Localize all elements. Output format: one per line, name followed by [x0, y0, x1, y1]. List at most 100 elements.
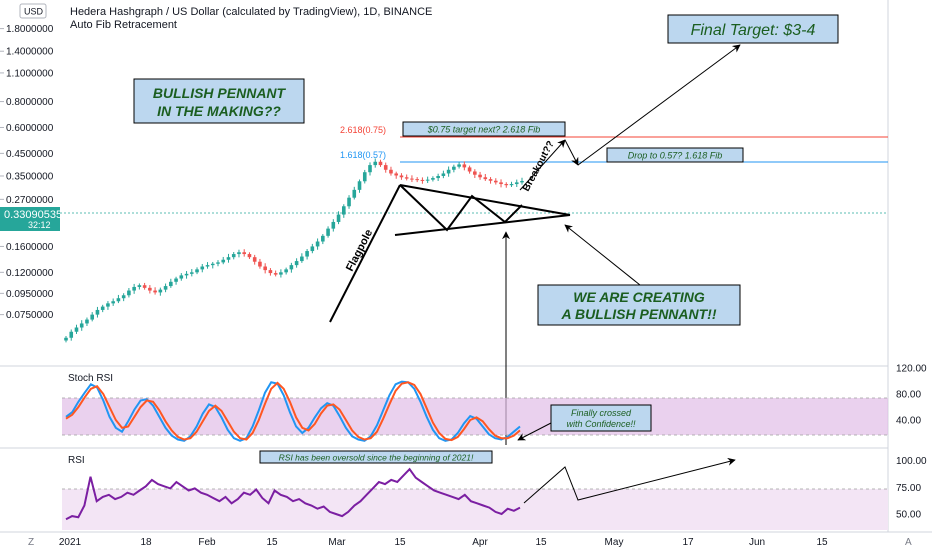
stoch-line-k	[65, 380, 521, 442]
stoch-tick-label: 40.00	[896, 416, 921, 427]
candle-body	[279, 272, 283, 275]
candle-body	[436, 175, 440, 179]
auto-scale-icon[interactable]: A	[905, 537, 912, 548]
candle-body	[504, 184, 509, 186]
candle-body	[106, 303, 110, 307]
note-text-line1: BULLISH PENNANT	[153, 85, 287, 101]
candle-body	[488, 179, 493, 181]
candle-body	[268, 270, 273, 274]
rsi-band	[62, 489, 888, 530]
time-axis: 2021 18 Feb 15 Mar 15 Apr 15 May 17 Jun 15	[59, 537, 828, 548]
countdown-label: 32:12	[28, 220, 51, 230]
candle-body	[189, 272, 194, 274]
candle-body	[100, 306, 105, 310]
time-tick-label: Apr	[472, 537, 488, 548]
candle-body	[158, 289, 163, 293]
candle-body	[252, 257, 257, 262]
candle-body	[478, 174, 482, 178]
candle-body	[111, 301, 115, 304]
candle-body	[90, 314, 95, 320]
time-tick-label: Mar	[328, 537, 346, 548]
candle-body	[483, 177, 488, 180]
candle-body	[389, 169, 393, 174]
breakout-arrow	[519, 139, 566, 191]
price-tick-label: 0.3500000	[6, 171, 54, 182]
candle-body	[179, 275, 184, 279]
time-tick-label: 2021	[59, 537, 82, 548]
candle-body	[200, 266, 205, 270]
target-next-text: $0.75 target next? 2.618 Fib	[427, 125, 541, 135]
timezone-icon[interactable]: Z	[28, 537, 34, 548]
candle-body	[357, 181, 362, 190]
candle-body	[446, 169, 451, 174]
currency-label: USD	[24, 7, 44, 17]
time-tick-label: 15	[266, 537, 278, 548]
candlestick-series	[64, 158, 524, 343]
price-tick-label: 0.0950000	[6, 289, 54, 300]
candle-body	[520, 181, 524, 183]
price-tick-label: 0.4500000	[6, 149, 54, 160]
candle-body	[373, 161, 378, 166]
pennant-upper-line	[399, 184, 571, 216]
candle-body	[242, 252, 247, 255]
candle-body	[169, 281, 173, 287]
price-tick-label: 0.0750000	[6, 310, 54, 321]
time-tick-label: Feb	[198, 537, 216, 548]
creating-text-line1: WE ARE CREATING	[573, 289, 705, 305]
candle-body	[85, 319, 89, 324]
note-creating-pennant: WE ARE CREATING A BULLISH PENNANT!!	[537, 284, 741, 326]
candle-body	[493, 180, 498, 183]
candle-body	[289, 265, 294, 270]
price-tick-label: 0.2700000	[6, 195, 54, 206]
candle-body	[300, 256, 304, 262]
candle-body	[95, 309, 100, 315]
candle-body	[368, 165, 372, 173]
candle-body	[394, 173, 399, 176]
drop-text: Drop to 0.57? 1.618 Fib	[628, 151, 723, 161]
candle-body	[473, 171, 477, 175]
note-target-next: $0.75 target next? 2.618 Fib	[402, 121, 566, 137]
candle-body	[499, 182, 503, 185]
candle-body	[79, 323, 84, 328]
candle-body	[195, 269, 199, 273]
note-final-target: Final Target: $3-4	[667, 14, 839, 44]
candle-body	[163, 286, 168, 290]
candle-body	[221, 259, 226, 263]
candle-body	[336, 214, 341, 222]
rsi-series	[65, 467, 521, 521]
stoch-line-d	[65, 381, 521, 442]
candle-body	[258, 261, 262, 267]
price-tick-label: 0.6000000	[6, 123, 54, 134]
rsi-axis: 100.00 75.00 50.00	[896, 456, 927, 520]
stoch-tick-label: 120.00	[896, 364, 927, 375]
candle-body	[331, 221, 336, 229]
candle-body	[383, 165, 388, 170]
price-axis: 1.8000000 1.4000000 1.1000000 0.8000000 0.60…	[0, 24, 54, 321]
price-tick-label: 0.1600000	[6, 242, 54, 253]
candle-body	[378, 161, 383, 166]
candle-body	[425, 179, 430, 181]
pennant-lower-line	[394, 214, 571, 236]
candle-body	[362, 172, 367, 182]
candle-body	[431, 178, 435, 180]
candle-body	[441, 173, 446, 176]
candle-body	[415, 179, 419, 181]
price-tick-label: 1.1000000	[6, 68, 54, 79]
candle-body	[153, 290, 157, 293]
current-price-badge: 0.33090535 32:12	[0, 207, 62, 231]
candle-body	[514, 182, 519, 185]
candle-body	[69, 331, 74, 338]
candle-body	[305, 251, 309, 257]
candle-body	[174, 278, 178, 282]
candle-body	[127, 290, 131, 296]
fib-1618-label: 1.618(0.57)	[340, 150, 386, 160]
stoch-tick-label: 80.00	[896, 390, 921, 401]
candle-body	[132, 286, 136, 291]
crossed-text-line2: with Confidence!!	[566, 419, 636, 429]
candle-body	[116, 298, 121, 302]
currency-badge[interactable]: USD	[19, 3, 47, 19]
candle-body	[420, 179, 425, 181]
pennant-apex-arrow	[564, 224, 641, 286]
indicator-name: Auto Fib Retracement	[70, 19, 177, 31]
